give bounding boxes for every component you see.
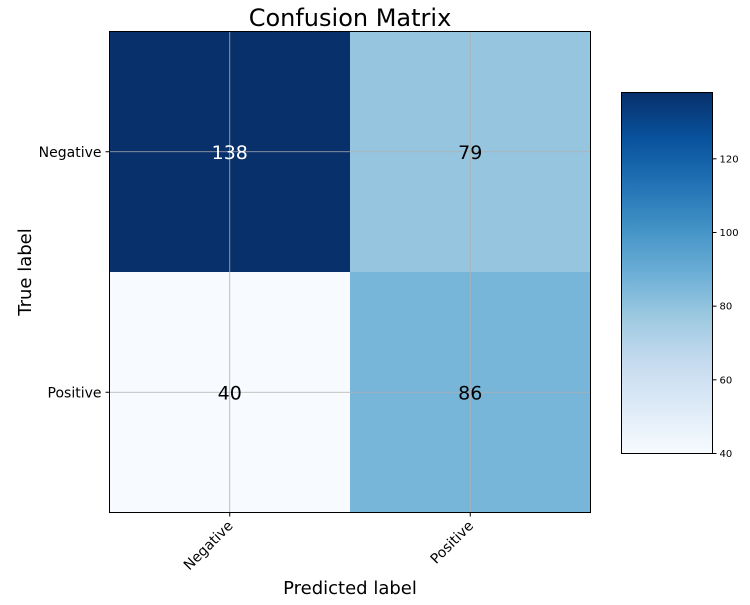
colorbar-tick-label: 120 bbox=[720, 154, 739, 165]
colorbar: 40 60 80 100 120 bbox=[621, 92, 739, 460]
grid-lines bbox=[109, 31, 591, 513]
heatmap-cells bbox=[109, 31, 591, 513]
colorbar-tick-label: 60 bbox=[720, 375, 733, 386]
x-tick-label: Negative bbox=[181, 518, 237, 574]
plot-frame bbox=[109, 31, 591, 513]
x-tick-label: Positive bbox=[428, 518, 477, 567]
colorbar-tick-label: 100 bbox=[720, 228, 739, 239]
cell-value-label: 86 bbox=[458, 382, 482, 404]
y-tick-label: Positive bbox=[48, 385, 102, 401]
cell-values: 138 79 40 86 bbox=[212, 142, 483, 405]
x-axis-label: Predicted label bbox=[283, 578, 417, 599]
cell-value-label: 138 bbox=[212, 142, 248, 164]
colorbar-tick-label: 40 bbox=[720, 449, 733, 460]
cell-value-label: 40 bbox=[218, 382, 242, 404]
colorbar-gradient bbox=[621, 92, 713, 454]
y-tick-label: Negative bbox=[39, 145, 102, 161]
chart-title: Confusion Matrix bbox=[249, 4, 452, 32]
y-axis-label: True label bbox=[15, 228, 36, 317]
colorbar-tick-label: 80 bbox=[720, 302, 733, 313]
cell-value-label: 79 bbox=[458, 142, 482, 164]
